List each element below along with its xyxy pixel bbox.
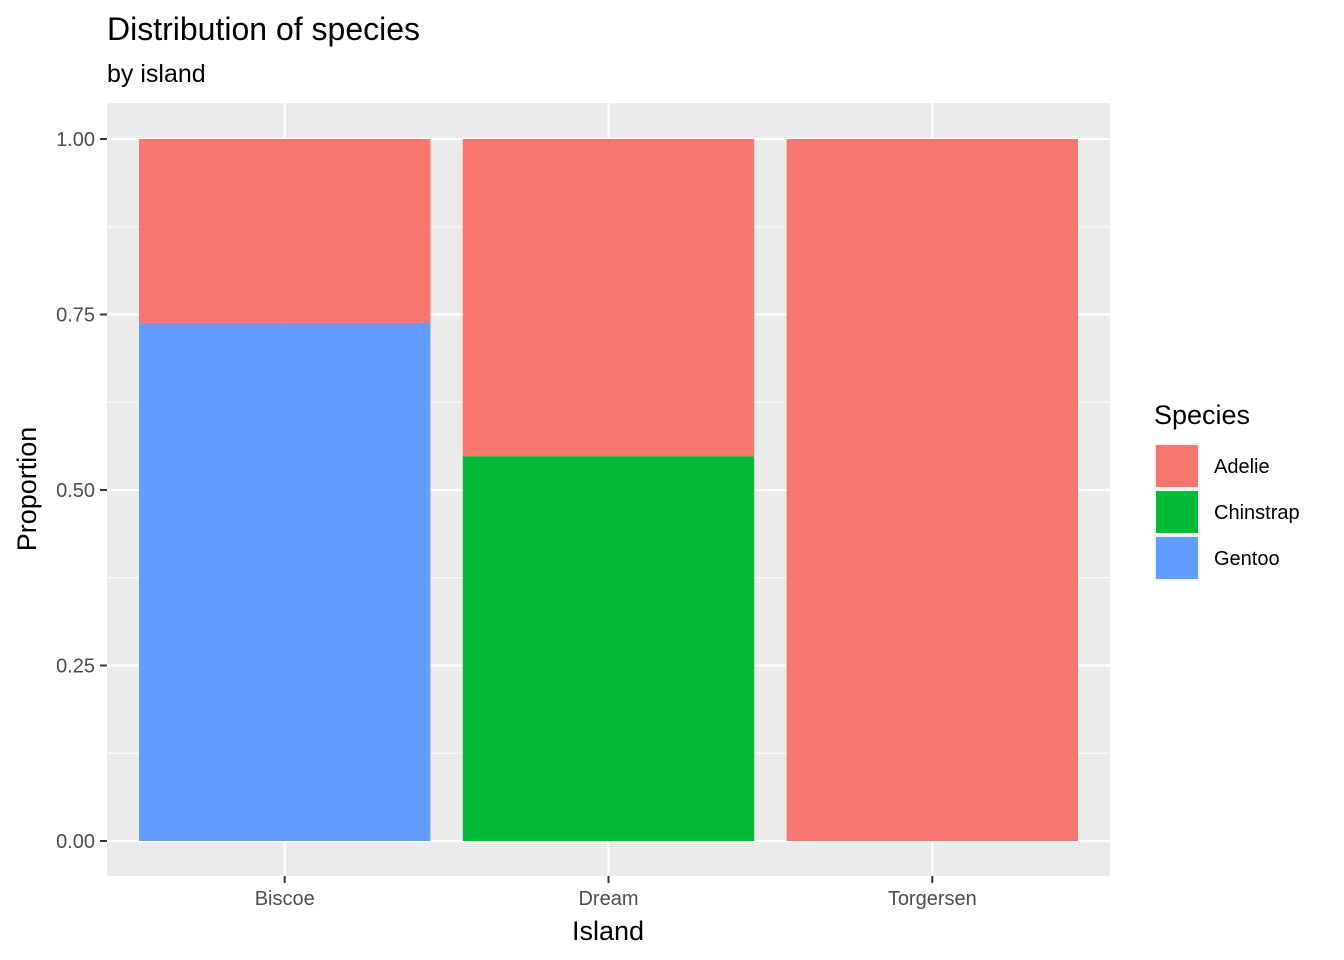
chart-subtitle: by island	[107, 60, 206, 88]
x-axis-title: Island	[572, 916, 644, 946]
y-tick-label: 0.50	[56, 480, 95, 502]
x-axis-ticks: Biscoe Dream Torgersen	[255, 876, 977, 910]
bar-torgersen-adelie	[786, 139, 1078, 841]
y-tick-label: 0.00	[56, 831, 95, 853]
bar-biscoe-adelie	[139, 139, 431, 323]
x-tick-label: Biscoe	[255, 888, 315, 910]
y-tick-label: 0.25	[56, 656, 95, 678]
x-tick-label: Dream	[578, 888, 638, 910]
legend: Species Adelie Chinstrap Gentoo	[1154, 400, 1300, 581]
legend-label-chinstrap: Chinstrap	[1214, 502, 1300, 524]
legend-label-adelie: Adelie	[1214, 456, 1270, 478]
bar-dream-adelie	[462, 139, 755, 457]
y-tick-label: 0.75	[56, 305, 95, 327]
legend-swatch-adelie	[1156, 445, 1198, 487]
chart-title: Distribution of species	[107, 11, 420, 47]
bars	[139, 139, 1078, 841]
legend-label-gentoo: Gentoo	[1214, 548, 1280, 570]
x-tick-label: Torgersen	[888, 888, 977, 910]
bar-dream-chinstrap	[462, 456, 755, 841]
y-axis-title: Proportion	[12, 427, 42, 552]
legend-swatch-gentoo	[1156, 537, 1198, 579]
y-axis-ticks: 0.00 0.25 0.50 0.75 1.00	[56, 129, 107, 853]
legend-items: Adelie Chinstrap Gentoo	[1154, 443, 1300, 581]
y-tick-label: 1.00	[56, 129, 95, 151]
legend-swatch-chinstrap	[1156, 491, 1198, 533]
bar-biscoe-gentoo	[139, 322, 431, 841]
legend-title: Species	[1154, 400, 1250, 430]
